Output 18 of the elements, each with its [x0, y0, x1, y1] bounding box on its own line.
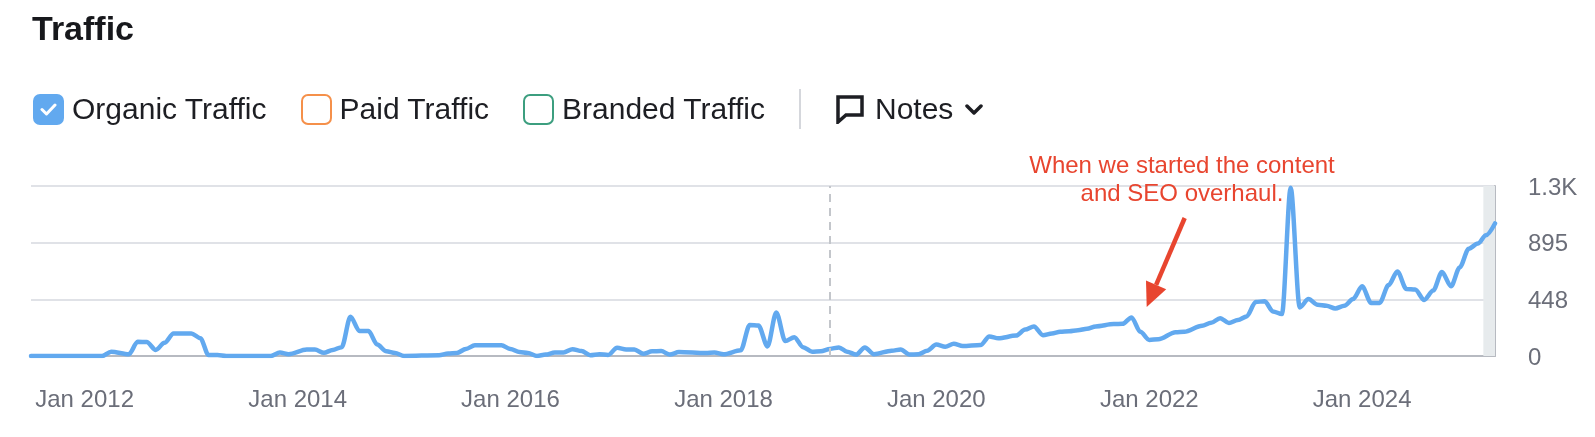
x-tick-label: Jan 2018 — [674, 384, 773, 412]
x-tick-label: Jan 2020 — [886, 384, 986, 412]
annotation: When we started the content and SEO overhaul. — [1029, 151, 1335, 207]
chart-title: Traffic — [32, 8, 135, 48]
y-tick-label: 0 — [1528, 342, 1542, 370]
y-tick-label: 895 — [1528, 229, 1569, 257]
line-series — [28, 185, 1498, 359]
y-tick-label: 448 — [1528, 285, 1569, 313]
y-tick-label: 1.3K — [1528, 172, 1578, 200]
legend-label: Organic Traffic — [72, 91, 267, 127]
legend-label: Paid Traffic — [339, 91, 490, 127]
legend-label: Branded Traffic — [562, 91, 765, 127]
x-tick-label: Jan 2012 — [35, 384, 135, 412]
x-tick-label: Jan 2024 — [1312, 384, 1412, 412]
x-tick-label: Jan 2016 — [461, 384, 560, 412]
x-tick-label: Jan 2014 — [248, 384, 348, 412]
text: Notes — [874, 91, 954, 127]
x-tick-label: Jan 2022 — [1099, 384, 1199, 412]
